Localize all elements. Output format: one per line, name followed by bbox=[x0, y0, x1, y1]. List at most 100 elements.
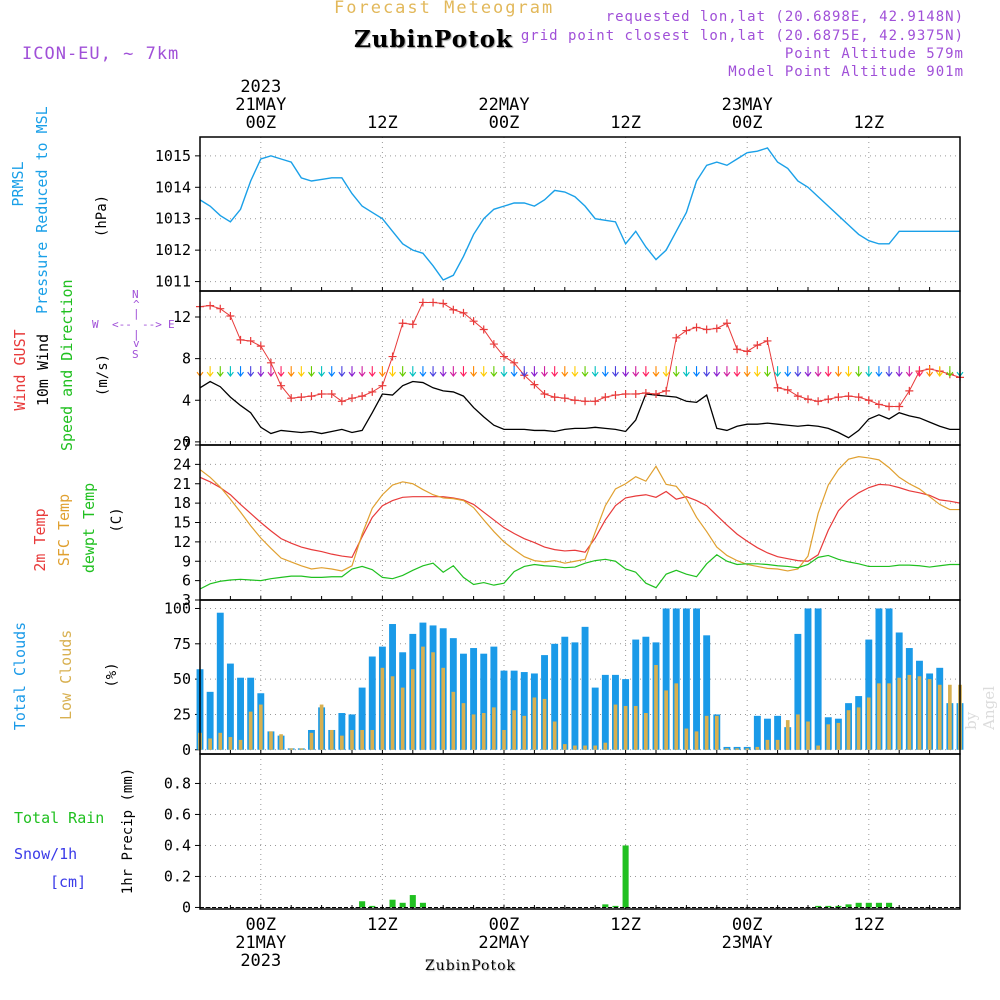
wind-direction-arrow bbox=[267, 366, 275, 378]
low-cloud-bar bbox=[431, 652, 435, 750]
temp-ytick-label: 6 bbox=[182, 572, 191, 590]
low-cloud-bar bbox=[400, 687, 405, 750]
compass-s: S bbox=[132, 348, 139, 361]
low-cloud-bar bbox=[289, 748, 294, 750]
temp-dew-series-line bbox=[199, 554, 960, 590]
wind-direction-arrow bbox=[399, 366, 407, 378]
gust-point bbox=[469, 317, 478, 326]
gust-point bbox=[216, 304, 225, 313]
gust-point bbox=[793, 392, 802, 401]
low-cloud-bar bbox=[806, 721, 810, 750]
bottom-hour-label: 12Z bbox=[610, 915, 641, 935]
wind-direction-arrow bbox=[237, 366, 244, 378]
gust-point bbox=[378, 381, 387, 390]
gust-point bbox=[783, 385, 792, 394]
point-altitude: Point Altitude 579m bbox=[784, 46, 964, 62]
wind-direction-arrow bbox=[318, 366, 326, 378]
total-cloud-bar bbox=[601, 674, 609, 750]
gust-point bbox=[844, 392, 853, 401]
wind-direction-arrow bbox=[794, 366, 802, 378]
gust-point bbox=[418, 298, 427, 307]
gust-point bbox=[550, 393, 559, 402]
gust-point bbox=[672, 333, 681, 342]
total-cloud-bar bbox=[551, 643, 559, 750]
low-cloud-bar bbox=[735, 748, 739, 750]
low-cloud-bar bbox=[461, 703, 466, 750]
wind-direction-arrow bbox=[308, 366, 315, 378]
rain-label: Total Rain bbox=[14, 809, 105, 827]
gust-point bbox=[591, 397, 600, 406]
clouds-ytick-label: 0 bbox=[182, 741, 191, 759]
total-cloud-bar bbox=[662, 608, 670, 750]
low-cloud-bar bbox=[846, 710, 851, 750]
rain-bar bbox=[359, 901, 366, 908]
wind-direction-arrow bbox=[824, 366, 832, 378]
wind-ytick-label: 4 bbox=[182, 391, 191, 409]
low-cloud-bar bbox=[907, 674, 912, 750]
wind-direction-arrow bbox=[368, 366, 376, 378]
total-cloud-bar bbox=[490, 646, 498, 750]
low-cloud-bar bbox=[512, 710, 516, 750]
total-cloud-bar bbox=[814, 608, 822, 750]
gust-point bbox=[682, 326, 691, 335]
low-cloud-bar bbox=[755, 746, 760, 750]
low-cloud-bar bbox=[937, 684, 942, 750]
total-cloud-bar bbox=[470, 648, 478, 750]
wind-direction-arrow bbox=[875, 366, 883, 378]
gust-point bbox=[449, 305, 458, 314]
total-cloud-bar bbox=[682, 608, 690, 750]
low-cloud-bar bbox=[238, 739, 243, 750]
gust-point bbox=[429, 298, 438, 307]
wind-direction-arrow bbox=[916, 366, 923, 378]
low-cloud-bar bbox=[623, 705, 628, 750]
gust-point bbox=[327, 390, 336, 399]
gust-point bbox=[631, 390, 640, 399]
total-cloud-bar bbox=[774, 715, 782, 750]
wind-direction-arrow bbox=[530, 366, 538, 378]
wind-direction-arrow bbox=[470, 366, 478, 378]
total-cloud-bar bbox=[480, 653, 488, 750]
temp-ytick-label: 3 bbox=[182, 591, 191, 609]
wind-direction-arrow bbox=[713, 366, 721, 378]
gust-point bbox=[489, 340, 498, 349]
low-cloud-bar bbox=[532, 697, 537, 750]
wind-direction-arrow bbox=[277, 366, 285, 378]
low-cloud-bar bbox=[573, 745, 577, 750]
wind-direction-arrow bbox=[632, 366, 640, 378]
low-cloud-bar bbox=[785, 720, 790, 750]
wind-direction-arrow bbox=[541, 366, 548, 378]
pressure-ytick-label: 1015 bbox=[155, 147, 191, 165]
total-cloud-bar bbox=[460, 653, 467, 750]
wind-direction-arrow bbox=[480, 366, 488, 378]
bottom-day-label: 22MAY bbox=[478, 933, 529, 953]
rain-bar bbox=[369, 905, 376, 908]
gust-series-line bbox=[199, 301, 961, 407]
low-cloud-bar bbox=[552, 721, 557, 750]
gust-point bbox=[266, 358, 275, 367]
low-cloud-bar bbox=[897, 677, 902, 750]
top-hour-label: 12Z bbox=[610, 113, 641, 133]
rain-bar bbox=[845, 904, 852, 908]
low-cloud-bar bbox=[562, 744, 567, 750]
low-cloud-bar bbox=[775, 739, 780, 750]
rain-bar bbox=[855, 902, 862, 908]
wind-series-line bbox=[199, 380, 960, 439]
low-cloud-bar bbox=[948, 684, 952, 750]
low-cloud-bar bbox=[370, 729, 375, 750]
gust-point bbox=[662, 386, 671, 395]
low-cloud-bar bbox=[877, 683, 881, 750]
low-cloud-bar bbox=[228, 737, 233, 750]
footer-location: ZubinPotok bbox=[425, 958, 517, 974]
low-cloud-bar bbox=[299, 748, 304, 750]
top-hour-label: 12Z bbox=[853, 113, 884, 133]
low-cloud-bar bbox=[410, 669, 415, 750]
low-cloud-bar bbox=[887, 683, 891, 750]
wind-ytick-label: 0 bbox=[182, 433, 191, 451]
wind-ytick-label: 8 bbox=[182, 350, 191, 368]
low-cloud-bar bbox=[492, 707, 496, 750]
low-cloud-bar bbox=[502, 729, 506, 750]
total-cloud-bar bbox=[672, 608, 680, 750]
total-cloud-bar bbox=[500, 670, 508, 750]
low-cloud-bar bbox=[654, 664, 658, 750]
low-cloud-bar bbox=[218, 732, 223, 750]
